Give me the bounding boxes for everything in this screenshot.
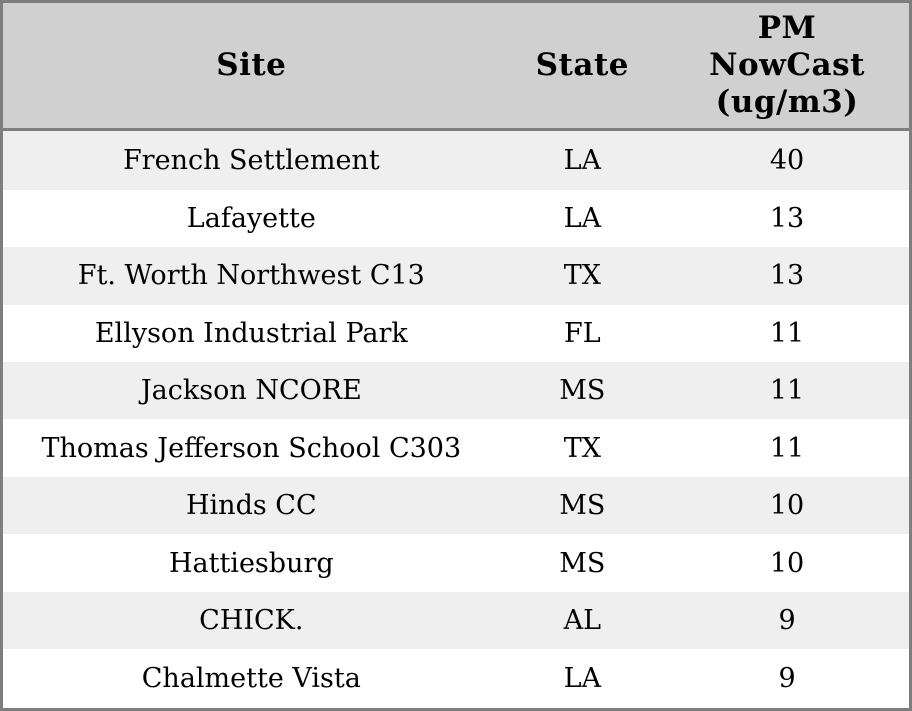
state-cell: FL xyxy=(499,304,666,363)
table-row: Ft. Worth Northwest C13 TX 13 xyxy=(1,247,911,305)
table-row: Thomas Jefferson School C303 TX 11 xyxy=(1,419,911,477)
table-body: French Settlement LA 40 Lafayette LA 13 … xyxy=(1,129,911,710)
pm-value-cell: 10 xyxy=(665,534,911,592)
column-header-state-label: State xyxy=(535,47,630,83)
table-row: CHICK. AL 9 xyxy=(1,591,911,650)
table-row: Jackson NCORE MS 11 xyxy=(1,362,911,420)
column-header-pm-nowcast: PM NowCast (ug/m3) xyxy=(665,1,911,131)
site-cell: Jackson NCORE xyxy=(1,362,500,420)
table-row: Chalmette Vista LA 9 xyxy=(1,649,911,710)
column-header-site-label: Site xyxy=(216,47,287,83)
state-cell: LA xyxy=(499,129,666,190)
state-cell: AL xyxy=(499,591,666,650)
table-row: Hattiesburg MS 10 xyxy=(1,534,911,592)
state-cell: MS xyxy=(499,534,666,592)
pm-value-cell: 11 xyxy=(665,304,911,363)
pm-value-cell: 11 xyxy=(665,362,911,420)
column-header-state: State xyxy=(499,1,666,131)
site-cell: Ellyson Industrial Park xyxy=(1,304,500,363)
site-cell: French Settlement xyxy=(1,129,500,190)
pm-value-cell: 10 xyxy=(665,476,911,535)
table-row: Lafayette LA 13 xyxy=(1,189,911,248)
state-cell: MS xyxy=(499,362,666,420)
pm-value-cell: 9 xyxy=(665,649,911,710)
site-cell: Lafayette xyxy=(1,189,500,248)
state-cell: TX xyxy=(499,247,666,305)
header-row: Site State PM NowCast (ug/m3) xyxy=(1,1,911,131)
site-cell: Hattiesburg xyxy=(1,534,500,592)
table-header: Site State PM NowCast (ug/m3) xyxy=(1,1,911,131)
pm-value-cell: 13 xyxy=(665,189,911,248)
column-header-site: Site xyxy=(1,1,500,131)
state-cell: TX xyxy=(499,419,666,477)
site-cell: Ft. Worth Northwest C13 xyxy=(1,247,500,305)
table-row: Ellyson Industrial Park FL 11 xyxy=(1,304,911,363)
table-row: French Settlement LA 40 xyxy=(1,129,911,190)
site-cell: Chalmette Vista xyxy=(1,649,500,710)
site-cell: Thomas Jefferson School C303 xyxy=(1,419,500,477)
state-cell: LA xyxy=(499,189,666,248)
pm-value-cell: 13 xyxy=(665,247,911,305)
site-cell: Hinds CC xyxy=(1,476,500,535)
pm-value-cell: 9 xyxy=(665,591,911,650)
pm-value-cell: 40 xyxy=(665,129,911,190)
state-cell: MS xyxy=(499,476,666,535)
table-row: Hinds CC MS 10 xyxy=(1,476,911,535)
column-header-pm-nowcast-label: PM NowCast (ug/m3) xyxy=(709,10,865,120)
site-cell: CHICK. xyxy=(1,591,500,650)
pm-value-cell: 11 xyxy=(665,419,911,477)
state-cell: LA xyxy=(499,649,666,710)
